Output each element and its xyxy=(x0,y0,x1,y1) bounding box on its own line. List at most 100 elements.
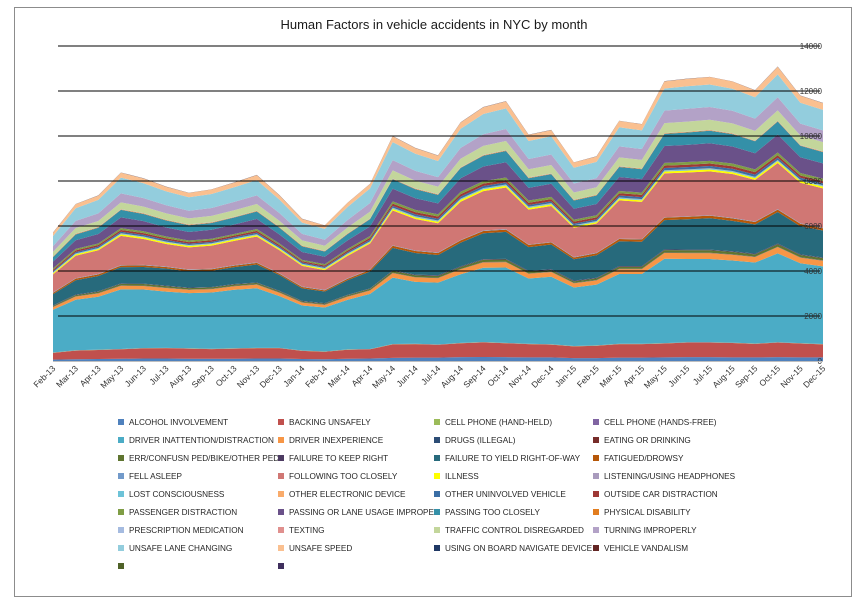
chart-title: Human Factors in vehicle accidents in NY… xyxy=(280,17,588,32)
x-tick-label: Jun-14 xyxy=(394,363,420,389)
legend-item: ILLNESS xyxy=(434,472,479,482)
legend-item: UNSAFE LANE CHANGING xyxy=(118,544,232,554)
x-tick-label: Sep-13 xyxy=(189,363,216,390)
legend-swatch xyxy=(118,563,124,569)
x-tick-label: Feb-14 xyxy=(303,363,329,389)
legend-label: PHYSICAL DISABILITY xyxy=(604,508,691,517)
legend-item: DRIVER INEXPERIENCE xyxy=(278,436,383,446)
legend-item: UNSAFE SPEED xyxy=(278,544,352,554)
legend-swatch xyxy=(278,545,284,551)
legend-item: VEHICLE VANDALISM xyxy=(593,544,688,554)
legend-item: ERR/CONFUSN PED/BIKE/OTHER PED xyxy=(118,454,279,464)
legend-swatch xyxy=(593,455,599,461)
legend-label: OTHER UNINVOLVED VEHICLE xyxy=(445,490,566,499)
x-tick-label: Dec-13 xyxy=(257,363,284,390)
legend-item: LOST CONSCIOUSNESS xyxy=(118,490,224,500)
x-tick-label: Jun-15 xyxy=(666,363,692,389)
x-tick-label: Jan-15 xyxy=(553,363,579,389)
legend-item: EATING OR DRINKING xyxy=(593,436,691,446)
legend-swatch xyxy=(593,527,599,533)
legend-swatch xyxy=(593,509,599,515)
y-tick-label: 12000 xyxy=(800,87,823,96)
legend-label: VEHICLE VANDALISM xyxy=(604,544,689,553)
area-series-5 xyxy=(53,247,823,310)
legend-swatch xyxy=(118,473,124,479)
legend-label: BACKING UNSAFELY xyxy=(289,418,371,427)
legend-label: PRESCRIPTION MEDICATION xyxy=(129,526,244,535)
legend-label: FATIGUED/DROWSY xyxy=(604,454,684,463)
legend-label: PASSENGER DISTRACTION xyxy=(129,508,238,517)
legend-swatch xyxy=(434,455,440,461)
legend-item: TRAFFIC CONTROL DISREGARDED xyxy=(434,526,584,536)
legend-swatch xyxy=(118,437,124,443)
legend-swatch xyxy=(278,455,284,461)
legend-item: FAILURE TO KEEP RIGHT xyxy=(278,454,388,464)
legend-item: PASSENGER DISTRACTION xyxy=(118,508,237,518)
x-tick-label: Oct-14 xyxy=(485,363,510,388)
legend-swatch xyxy=(434,473,440,479)
legend-label: TEXTING xyxy=(289,526,325,535)
x-tick-label: Nov-15 xyxy=(778,363,805,390)
x-tick-label: Oct-15 xyxy=(757,363,782,388)
legend-label: USING ON BOARD NAVIGATE DEVICE xyxy=(445,544,593,553)
legend-label: UNSAFE LANE CHANGING xyxy=(129,544,233,553)
x-tick-label: Mar-13 xyxy=(54,363,80,389)
legend-swatch xyxy=(434,527,440,533)
legend-swatch xyxy=(118,491,124,497)
legend-label: FELL ASLEEP xyxy=(129,472,182,481)
legend-label: PASSING TOO CLOSELY xyxy=(445,508,540,517)
legend-swatch xyxy=(278,527,284,533)
legend-swatch xyxy=(278,563,284,569)
legend-item: PASSING OR LANE USAGE IMPROPER xyxy=(278,508,440,518)
legend-item: CELL PHONE (HANDS-FREE) xyxy=(593,418,717,428)
x-tick-label: Feb-13 xyxy=(31,363,57,389)
legend-label: TRAFFIC CONTROL DISREGARDED xyxy=(445,526,584,535)
legend-label: OTHER ELECTRONIC DEVICE xyxy=(289,490,406,499)
x-tick-label: May-15 xyxy=(642,363,669,390)
legend-item: FELL ASLEEP xyxy=(118,472,182,482)
area-series-0 xyxy=(53,356,823,361)
legend-item: FOLLOWING TOO CLOSELY xyxy=(278,472,397,482)
legend-item: TURNING IMPROPERLY xyxy=(593,526,697,536)
legend-label: FOLLOWING TOO CLOSELY xyxy=(289,472,398,481)
legend-item: DRUGS (ILLEGAL) xyxy=(434,436,516,446)
legend-swatch xyxy=(278,437,284,443)
y-tick-label: 2000 xyxy=(804,312,822,321)
legend-label: DRIVER INATTENTION/DISTRACTION xyxy=(129,436,274,445)
legend-label: LISTENING/USING HEADPHONES xyxy=(604,472,736,481)
x-tick-label: Sep-15 xyxy=(733,363,760,390)
legend-swatch xyxy=(118,509,124,515)
y-tick-label: 6000 xyxy=(804,222,822,231)
x-tick-label: Dec-15 xyxy=(801,363,828,390)
legend-item: ALCOHOL INVOLVEMENT xyxy=(118,418,228,428)
legend-swatch xyxy=(434,509,440,515)
legend-item: CELL PHONE (HAND-HELD) xyxy=(434,418,552,428)
legend-label: ERR/CONFUSN PED/BIKE/OTHER PED xyxy=(129,454,280,463)
x-tick-label: Aug-14 xyxy=(439,363,466,390)
area-series-4 xyxy=(53,253,823,353)
legend-label: CELL PHONE (HAND-HELD) xyxy=(445,418,553,427)
legend-swatch xyxy=(118,455,124,461)
legend-swatch xyxy=(278,509,284,515)
legend-label: CELL PHONE (HANDS-FREE) xyxy=(604,418,717,427)
legend-label: FAILURE TO YIELD RIGHT-OF-WAY xyxy=(445,454,581,463)
legend-swatch xyxy=(434,545,440,551)
legend-label: OUTSIDE CAR DISTRACTION xyxy=(604,490,718,499)
x-tick-label: May-13 xyxy=(98,363,125,390)
x-tick-label: Feb-15 xyxy=(575,363,601,389)
area-series-13 xyxy=(53,163,823,293)
legend-swatch xyxy=(593,473,599,479)
x-tick-label: Aug-13 xyxy=(167,363,194,390)
legend-swatch xyxy=(434,491,440,497)
legend-item: PHYSICAL DISABILITY xyxy=(593,508,691,518)
legend-item: OTHER UNINVOLVED VEHICLE xyxy=(434,490,566,500)
legend-item: FATIGUED/DROWSY xyxy=(593,454,683,464)
legend-item: OTHER ELECTRONIC DEVICE xyxy=(278,490,405,500)
area-series-10 xyxy=(53,212,823,306)
legend-label: TURNING IMPROPERLY xyxy=(604,526,697,535)
legend-item: PASSING TOO CLOSELY xyxy=(434,508,540,518)
legend-label: ILLNESS xyxy=(445,472,479,481)
legend-label: PASSING OR LANE USAGE IMPROPER xyxy=(289,508,440,517)
legend-swatch xyxy=(593,491,599,497)
x-tick-label: Jan-14 xyxy=(281,363,307,389)
